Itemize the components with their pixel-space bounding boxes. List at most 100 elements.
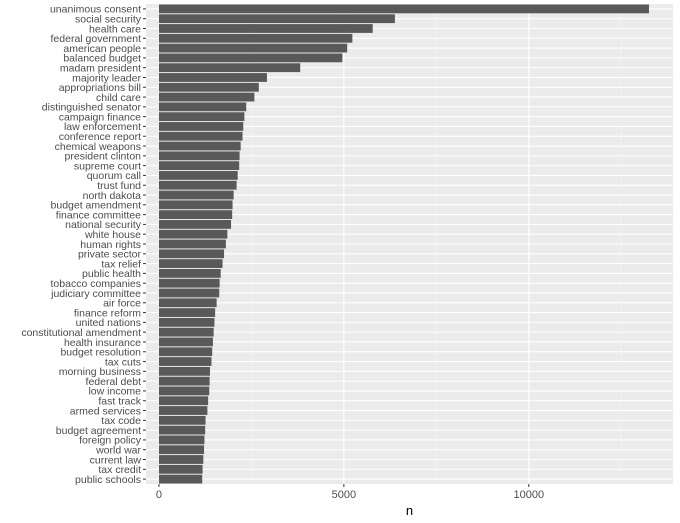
bar [158, 43, 348, 53]
y-tick-label: budget agreement [56, 425, 141, 437]
bar [158, 425, 206, 435]
y-tick-label: campaign finance [59, 111, 141, 123]
y-tick-label: law enforcement [64, 121, 141, 133]
y-tick-label: health care [89, 23, 141, 35]
bar [158, 92, 255, 102]
bar [158, 4, 649, 14]
y-tick-label: federal government [51, 33, 142, 45]
y-tick-label: health insurance [64, 337, 141, 349]
bar [158, 141, 241, 151]
x-axis-ticks [158, 484, 530, 487]
bar [158, 455, 204, 464]
bar [158, 229, 228, 239]
bar [158, 53, 343, 63]
y-tick-label: president clinton [65, 151, 142, 163]
y-tick-label: morning business [59, 366, 141, 378]
y-tick-label: world war [95, 445, 141, 457]
y-tick-label: tax credit [98, 464, 141, 476]
bar [158, 220, 232, 229]
bar [158, 308, 216, 317]
y-tick-label: finance reform [74, 307, 141, 319]
y-tick-label: armed services [70, 405, 141, 417]
bar [158, 445, 205, 455]
y-tick-label: unanimous consent [50, 4, 141, 16]
y-tick-label: balanced budget [63, 53, 141, 65]
y-axis-ticks [143, 8, 146, 480]
x-axis-title: n [406, 503, 413, 518]
bar [158, 14, 395, 24]
bar [158, 151, 240, 161]
bar [158, 474, 203, 484]
y-tick-label: air force [103, 298, 141, 310]
x-tick-label: 10000 [513, 489, 544, 501]
bar [158, 464, 203, 474]
y-tick-label: fast track [98, 396, 141, 408]
y-tick-label: american people [63, 43, 141, 55]
y-tick-label: tax code [101, 415, 141, 427]
y-tick-label: foreign policy [79, 435, 142, 447]
bar [158, 406, 208, 415]
bar [158, 161, 240, 171]
y-tick-label: judiciary committee [50, 288, 141, 300]
bar [158, 268, 221, 278]
y-tick-label: quorum call [87, 170, 141, 182]
bar [158, 171, 238, 180]
bar [158, 298, 217, 308]
y-tick-label: federal debt [86, 376, 142, 388]
y-tick-label: supreme court [74, 160, 141, 172]
y-tick-label: public schools [75, 474, 141, 486]
bar [158, 73, 267, 82]
bar [158, 210, 233, 220]
bar [158, 347, 213, 357]
y-tick-label: appropriations bill [59, 82, 141, 94]
bar [158, 288, 220, 298]
bar [158, 317, 215, 327]
bar [158, 180, 237, 190]
bar [158, 259, 223, 268]
bar [158, 24, 373, 33]
x-tick-label: 5000 [332, 489, 356, 501]
y-tick-label: chemical weapons [55, 141, 141, 153]
bar [158, 376, 210, 386]
y-tick-label: conference report [59, 131, 141, 143]
y-tick-label: madam president [60, 62, 141, 74]
bar [158, 200, 233, 210]
y-tick-label: white house [84, 229, 141, 241]
bar [158, 63, 301, 73]
bar [158, 278, 220, 288]
bar [158, 122, 244, 131]
bar [158, 33, 353, 43]
bar [158, 131, 243, 141]
y-tick-label: child care [96, 92, 141, 104]
y-tick-label: budget amendment [51, 200, 142, 212]
y-tick-label: low income [88, 386, 141, 398]
bar [158, 386, 210, 396]
y-tick-label: trust fund [97, 180, 141, 192]
bar [158, 239, 226, 249]
bar [158, 415, 206, 425]
bar [158, 112, 245, 122]
bar [158, 396, 209, 406]
y-tick-label: private sector [78, 249, 142, 261]
x-tick-label: 0 [156, 489, 162, 501]
y-tick-label: current law [90, 454, 142, 466]
y-tick-label: budget resolution [60, 347, 141, 359]
y-tick-label: north dakota [83, 190, 142, 202]
bars-group [158, 4, 649, 484]
bar [158, 357, 212, 366]
y-tick-label: tobacco companies [51, 278, 141, 290]
bar [158, 102, 247, 112]
y-tick-label: tax relief [101, 258, 141, 270]
bar [158, 435, 205, 445]
y-tick-label: national security [65, 219, 142, 231]
y-tick-label: tax cuts [105, 356, 141, 368]
x-axis-tick-labels: 0 5000 10000 [156, 489, 544, 501]
bar [158, 190, 234, 200]
y-tick-label: finance committee [56, 209, 141, 221]
y-tick-label: majority leader [72, 72, 141, 84]
y-tick-label: human rights [80, 239, 141, 251]
y-tick-label: distinguished senator [42, 102, 142, 114]
y-tick-label: united nations [76, 317, 141, 329]
